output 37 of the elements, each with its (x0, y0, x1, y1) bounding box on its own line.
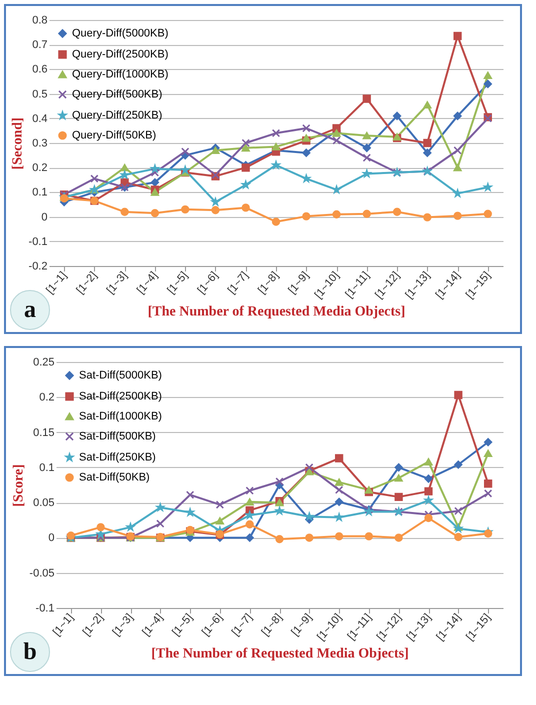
y-axis-title: [Second] (10, 117, 26, 170)
y-tick-label: -0.1 (36, 602, 54, 614)
y-tick-label: 0.05 (33, 497, 54, 510)
y-tick-label: 0.8 (32, 14, 48, 26)
y-tick-label: 0.2 (39, 392, 54, 404)
legend-label: Query-Diff(250KB) (72, 110, 162, 122)
y-tick-label: 0 (48, 532, 54, 544)
y-tick-label: 0 (41, 211, 48, 224)
legend-label: Query-Diff(5000KB) (72, 28, 168, 40)
y-tick-label: 0.5 (32, 88, 48, 100)
x-axis-title: [The Number of Requested Media Objects] (151, 646, 409, 662)
legend-label: Sat-Diff(1000KB) (79, 410, 162, 422)
legend-label: Query-Diff(2500KB) (72, 48, 168, 60)
legend-label: Sat-Diff(5000KB) (79, 370, 162, 382)
text: b (10, 632, 50, 672)
y-tick-label: 0.3 (32, 138, 48, 150)
y-tick-label: 0.1 (32, 186, 48, 199)
y-tick-label: 0.25 (33, 356, 54, 368)
y-tick-label: -0.1 (28, 236, 48, 248)
legend-label: Query-Diff(500KB) (72, 88, 162, 100)
y-tick-label: 0.6 (32, 64, 48, 76)
legend-label: Sat-Diff(500KB) (79, 430, 156, 442)
y-tick-label: -0.05 (29, 567, 54, 580)
legend-label: Sat-Diff(250KB) (79, 452, 156, 464)
y-tick-label: 0.7 (32, 39, 48, 52)
y-tick-label: 0.4 (32, 112, 48, 125)
legend-label: Query-Diff(1000KB) (72, 68, 168, 80)
y-tick-label: -0.2 (28, 260, 48, 272)
y-tick-label: 0.15 (33, 426, 54, 439)
text: a (24, 296, 36, 322)
y-axis-title: [Score] (11, 464, 26, 507)
y-tick-label: 0.1 (39, 462, 54, 474)
x-axis-title: [The Number of Requested Media Objects] (148, 304, 406, 320)
legend-label: Sat-Diff(2500KB) (79, 390, 162, 402)
legend-label: Sat-Diff(50KB) (79, 472, 150, 484)
legend-label: Query-Diff(50KB) (72, 130, 156, 142)
y-tick-label: 0.2 (32, 162, 48, 174)
